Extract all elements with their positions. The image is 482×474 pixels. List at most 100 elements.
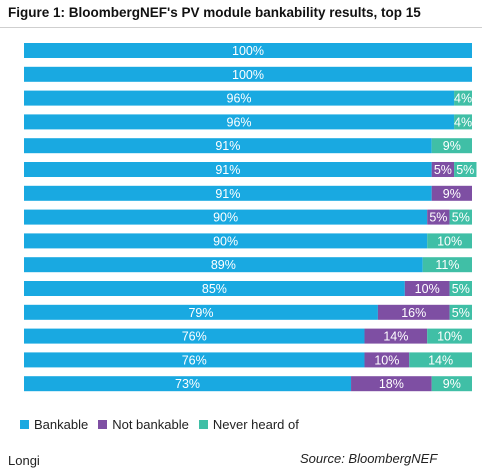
bar-segment-not-bankable-row-13 <box>364 328 428 344</box>
bar-segment-never-heard-of-row-14 <box>409 352 472 368</box>
source-note: Source: BloombergNEF <box>300 451 438 466</box>
bar-segment-never-heard-of-row-3 <box>454 90 472 106</box>
chart-title: Figure 1: BloombergNEF's PV module banka… <box>8 5 421 20</box>
bar-segment-never-heard-of-row-4 <box>454 114 472 130</box>
bar-segment-never-heard-of-row-5 <box>431 138 472 154</box>
data-label-not-bankable-row-15: 18% <box>379 377 404 391</box>
bar-row-15: 73% 18% 9% <box>24 376 472 392</box>
bar-segment-never-heard-of-row-6 <box>454 162 477 177</box>
bar-segment-never-heard-of-row-15 <box>431 376 472 392</box>
bar-segment-not-bankable-row-12 <box>377 304 450 320</box>
data-label-never-heard-of-row-4: 4% <box>454 115 472 129</box>
title-divider <box>0 27 482 28</box>
bar-segment-not-bankable-row-8 <box>427 209 450 225</box>
data-label-bankable-row-11: 85% <box>202 282 227 296</box>
bar-row-12: 79% 16% 5% <box>24 304 472 320</box>
bar-row-14: 76% 10% 14% <box>24 352 472 368</box>
data-label-bankable-row-1: 100% <box>232 44 264 58</box>
data-label-never-heard-of-row-8: 5% <box>452 211 470 225</box>
data-label-not-bankable-row-11: 10% <box>415 282 440 296</box>
bar-row-13: 76% 14% 10% <box>24 328 472 344</box>
bar-segment-bankable-row-13 <box>24 328 365 344</box>
data-label-not-bankable-row-13: 14% <box>383 330 408 344</box>
legend-label-not-bankable: Not bankable <box>112 417 189 432</box>
data-label-not-bankable-row-8: 5% <box>429 211 447 225</box>
data-label-never-heard-of-row-9: 10% <box>437 234 462 248</box>
bar-segment-not-bankable-row-6 <box>431 162 455 177</box>
bar-segment-bankable-row-10 <box>24 257 423 273</box>
data-label-bankable-row-10: 89% <box>211 258 236 272</box>
legend-swatch-bankable <box>20 420 29 429</box>
bar-row-5: 91% 9% <box>24 138 472 154</box>
bar-row-6: 91% 5% 5% <box>24 162 477 177</box>
legend-swatch-not-bankable <box>98 420 108 429</box>
legend-item-never-heard-of: Never heard of <box>198 417 299 432</box>
chart-legend: Bankable Not bankable Never heard of <box>20 417 309 432</box>
data-label-never-heard-of-row-15: 9% <box>443 377 461 391</box>
bar-row-1: 100% <box>24 43 472 58</box>
bar-row-9: 90% 10% <box>24 233 472 249</box>
bar-segment-bankable-row-11 <box>24 281 405 296</box>
bar-segment-not-bankable-row-14 <box>364 352 410 368</box>
bar-segment-bankable-row-6 <box>24 162 432 177</box>
data-label-bankable-row-13: 76% <box>182 330 207 344</box>
bar-segment-bankable-row-1 <box>24 43 472 58</box>
footer-highlight-label: Longi <box>8 453 40 468</box>
legend-item-bankable: Bankable <box>20 417 88 432</box>
bar-row-3: 96% 4% <box>24 90 472 106</box>
data-label-never-heard-of-row-12: 5% <box>452 306 470 320</box>
bar-row-4: 96% 4% <box>24 114 472 130</box>
data-label-never-heard-of-row-13: 10% <box>437 330 462 344</box>
bar-segment-bankable-row-7 <box>24 185 432 201</box>
bar-segment-never-heard-of-row-12 <box>449 304 472 320</box>
data-label-bankable-row-6: 91% <box>215 163 240 177</box>
legend-label-never-heard-of: Never heard of <box>212 417 299 432</box>
bar-row-10: 89% 11% <box>24 257 472 273</box>
bar-segment-never-heard-of-row-11 <box>449 281 472 296</box>
bar-segment-bankable-row-2 <box>24 66 472 82</box>
bar-segment-never-heard-of-row-8 <box>449 209 472 225</box>
data-label-bankable-row-12: 79% <box>188 306 213 320</box>
bar-segment-bankable-row-5 <box>24 138 432 154</box>
data-label-bankable-row-3: 96% <box>227 92 252 106</box>
bar-segment-bankable-row-8 <box>24 209 428 225</box>
data-label-never-heard-of-row-6: 5% <box>456 163 474 177</box>
data-label-not-bankable-row-7: 9% <box>443 187 461 201</box>
bar-segment-bankable-row-3 <box>24 90 455 106</box>
legend-swatch-never-heard-of <box>198 420 208 429</box>
data-label-bankable-row-2: 100% <box>232 68 264 82</box>
legend-label-bankable: Bankable <box>34 417 89 432</box>
data-label-bankable-row-9: 90% <box>213 234 238 248</box>
data-label-bankable-row-8: 90% <box>213 211 238 225</box>
data-label-not-bankable-row-6: 5% <box>434 163 452 177</box>
bar-row-11: 85% 10% 5% <box>24 281 472 296</box>
bar-segment-bankable-row-15 <box>24 376 352 392</box>
data-label-bankable-row-4: 96% <box>227 115 252 129</box>
bar-segment-bankable-row-12 <box>24 304 378 320</box>
data-label-never-heard-of-row-10: 11% <box>435 258 459 272</box>
bar-row-2: 100% <box>24 66 472 82</box>
bar-segment-not-bankable-row-11 <box>404 281 450 296</box>
bar-row-7: 91% 9% <box>24 185 472 201</box>
bar-segment-bankable-row-14 <box>24 352 365 368</box>
bar-segment-never-heard-of-row-10 <box>422 257 472 273</box>
bar-segment-not-bankable-row-7 <box>431 185 472 201</box>
bar-segment-bankable-row-9 <box>24 233 428 249</box>
data-label-bankable-row-14: 76% <box>182 353 207 367</box>
bar-segment-never-heard-of-row-9 <box>427 233 472 249</box>
data-label-never-heard-of-row-3: 4% <box>454 92 472 106</box>
data-label-not-bankable-row-14: 10% <box>374 353 399 367</box>
data-label-bankable-row-5: 91% <box>215 139 240 153</box>
data-label-bankable-row-7: 91% <box>215 187 240 201</box>
bar-segment-not-bankable-row-15 <box>351 376 432 392</box>
data-label-not-bankable-row-12: 16% <box>401 306 426 320</box>
data-label-bankable-row-15: 73% <box>175 377 200 391</box>
data-label-never-heard-of-row-14: 14% <box>428 353 453 367</box>
bar-segment-never-heard-of-row-13 <box>427 328 472 344</box>
bar-segment-bankable-row-4 <box>24 114 455 130</box>
legend-item-not-bankable: Not bankable <box>98 417 189 432</box>
bar-row-8: 90% 5% 5% <box>24 209 472 225</box>
data-label-never-heard-of-row-5: 9% <box>443 139 461 153</box>
data-label-never-heard-of-row-11: 5% <box>452 282 470 296</box>
